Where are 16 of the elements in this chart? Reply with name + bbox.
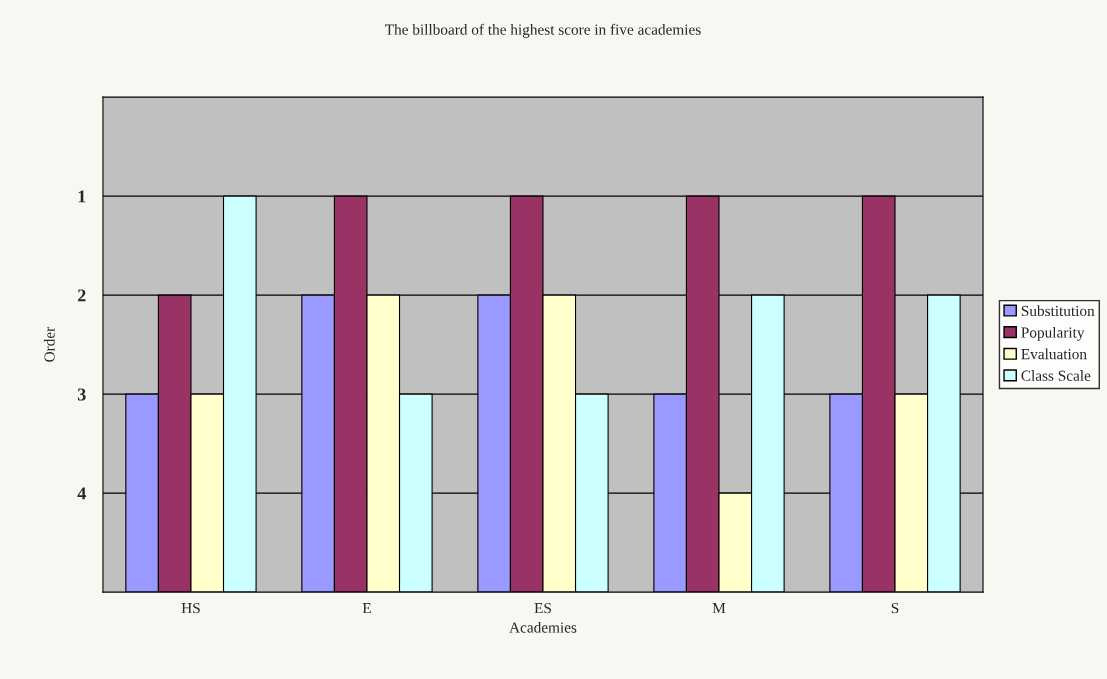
y-axis-title: Order <box>43 326 55 362</box>
x-tick-label: M <box>712 603 726 614</box>
x-tick-label: ES <box>534 602 551 614</box>
y-tick-label: 1 <box>78 190 86 203</box>
x-tick-label: E <box>362 603 371 614</box>
y-tick-label: 3 <box>77 388 86 401</box>
legend-label: Evaluation <box>1021 348 1087 360</box>
legend-label: Class Scale <box>1021 370 1091 381</box>
y-tick-label: 4 <box>77 487 86 500</box>
x-axis-title: Academies <box>509 621 577 633</box>
legend-label: Substitution <box>1021 305 1095 317</box>
x-tick-label: HS <box>181 602 200 614</box>
chart-title: The billboard of the highest score in five academies <box>385 23 701 38</box>
y-tick-label: 2 <box>78 289 86 302</box>
legend-label: Popularity <box>1021 326 1085 341</box>
x-tick-label: S <box>891 602 899 614</box>
